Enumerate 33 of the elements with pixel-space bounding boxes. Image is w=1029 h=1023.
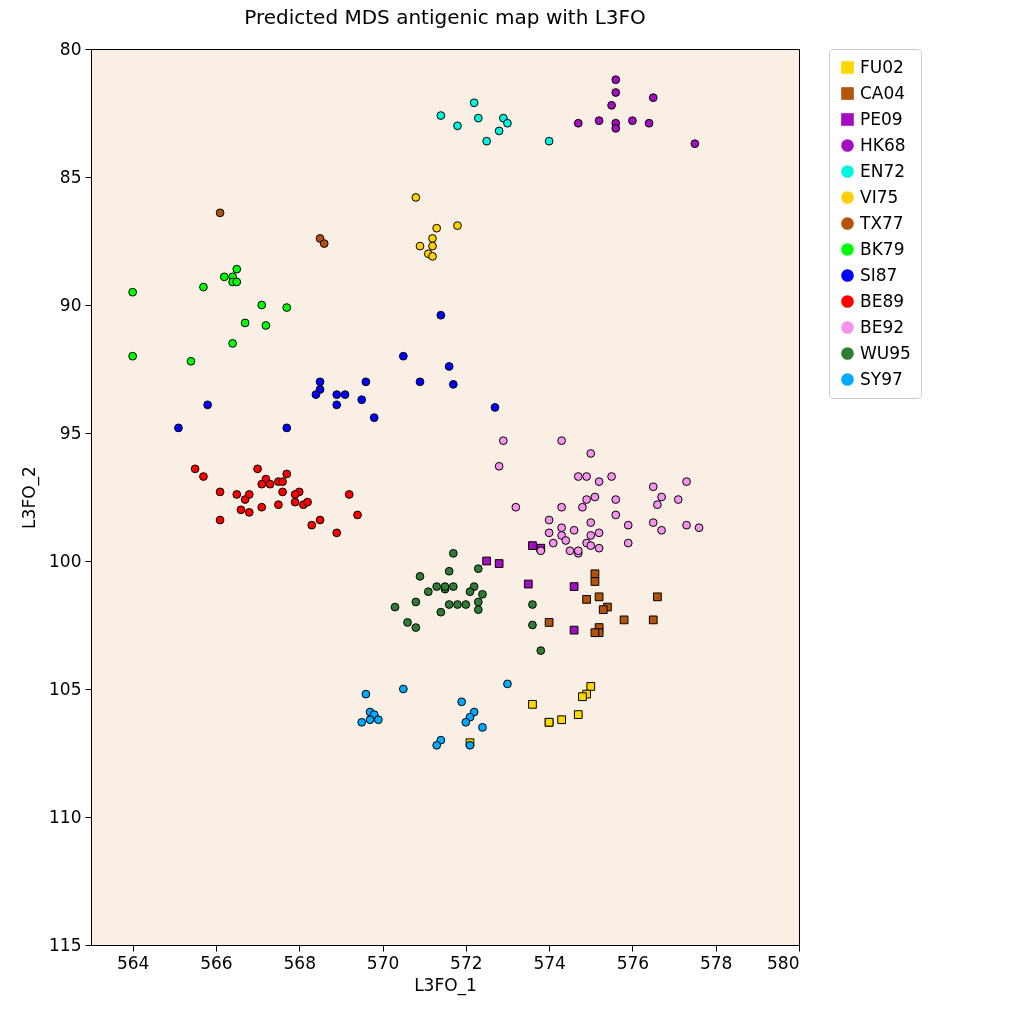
x-tick-label: 572: [450, 952, 483, 973]
legend-label: WU95: [860, 342, 911, 363]
legend-label: BE89: [860, 290, 905, 311]
chart-title: Predicted MDS antigenic map with L3FO: [244, 5, 646, 29]
x-tick-label: 576: [616, 952, 650, 973]
x-axis-title: L3FO_1: [414, 974, 477, 996]
y-tick-label: 115: [49, 934, 82, 955]
x-tick-label: 564: [116, 952, 150, 973]
legend-label: SI87: [860, 264, 898, 285]
legend-label: PE09: [860, 108, 903, 129]
x-tick-label: 574: [533, 952, 566, 973]
y-axis-title: L3FO_2: [19, 466, 41, 529]
legend-label: BK79: [860, 238, 905, 259]
x-tick-label: 580: [767, 952, 800, 973]
x-tick-label: 578: [699, 952, 733, 973]
y-tick-label: 85: [59, 166, 82, 187]
x-tick-label: 570: [366, 952, 400, 973]
x-tick-label: 568: [283, 952, 316, 973]
y-tick-label: 100: [49, 550, 82, 571]
y-tick-label: 90: [59, 294, 82, 315]
legend-label: BE92: [860, 316, 905, 337]
y-tick-label: 110: [49, 806, 82, 827]
legend-label: TX77: [859, 212, 904, 233]
y-tick-label: 95: [59, 422, 82, 443]
y-tick-label: 80: [59, 38, 82, 59]
x-tick-label: 566: [200, 952, 233, 973]
y-tick-label: 105: [49, 678, 82, 699]
legend-label: SY97: [860, 368, 903, 389]
legend-label: CA04: [860, 82, 906, 103]
legend-label: HK68: [860, 134, 906, 155]
legend-label: FU02: [860, 56, 904, 77]
legend-label: EN72: [860, 160, 906, 181]
legend-label: VI75: [860, 186, 899, 207]
